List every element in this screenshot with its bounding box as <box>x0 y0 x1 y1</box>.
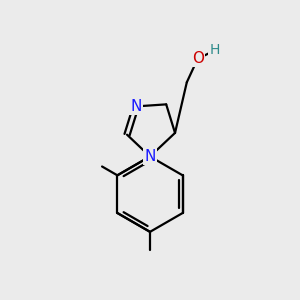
Text: H: H <box>210 44 220 58</box>
Text: N: N <box>144 149 156 164</box>
Text: O: O <box>192 51 204 66</box>
Text: N: N <box>130 99 142 114</box>
